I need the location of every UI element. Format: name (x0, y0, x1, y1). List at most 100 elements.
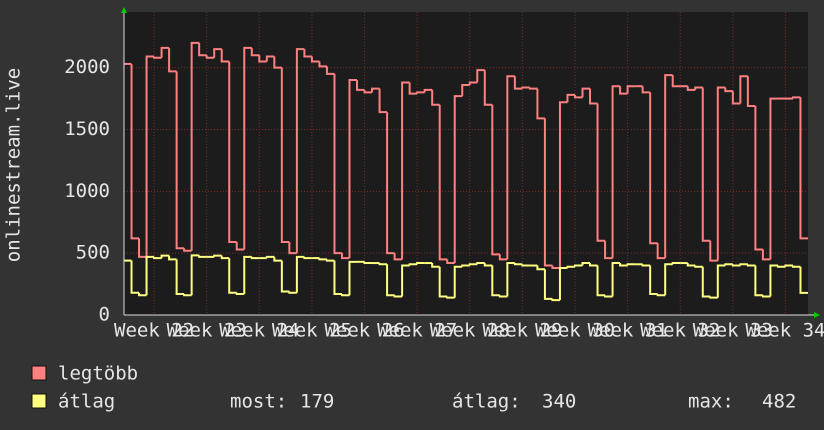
step (611, 262, 621, 297)
step (528, 87, 538, 90)
step (325, 259, 335, 262)
legend: legtöbb átlag most: 179 átlag: 340 max: 482 (31, 363, 796, 413)
x-arrow (814, 312, 820, 318)
step (295, 48, 305, 254)
y-arrow (121, 7, 127, 13)
step (138, 292, 147, 297)
step (626, 85, 636, 94)
step (168, 255, 177, 261)
step (228, 61, 237, 244)
step (483, 263, 493, 267)
step (468, 263, 478, 266)
x-tick-label: Week 27 (377, 320, 457, 342)
step (295, 255, 305, 293)
step (656, 243, 666, 260)
step (746, 76, 756, 107)
step (160, 254, 170, 259)
step (130, 63, 140, 240)
step (506, 75, 515, 260)
step (724, 263, 733, 266)
step (551, 298, 560, 302)
step (190, 41, 200, 251)
legend-label: átlag (58, 391, 115, 413)
step (761, 249, 771, 261)
legend-swatch (31, 365, 47, 381)
x-tick-label: Week 24 (219, 320, 299, 342)
step (220, 255, 230, 260)
step (145, 255, 155, 296)
step (686, 86, 696, 91)
step (716, 86, 726, 261)
step (709, 296, 718, 299)
step (799, 97, 808, 240)
step (716, 264, 726, 298)
step (205, 55, 215, 59)
step (280, 260, 290, 293)
step (724, 87, 733, 93)
step (438, 266, 448, 298)
step (273, 256, 282, 262)
step (709, 240, 718, 262)
step (340, 253, 350, 260)
step (153, 56, 162, 59)
step (761, 295, 771, 298)
step (220, 49, 230, 63)
x-tick-label: Week 23 (167, 320, 247, 342)
step (303, 49, 312, 58)
step (303, 256, 312, 260)
step (461, 264, 470, 267)
step (386, 264, 395, 297)
step (378, 88, 388, 114)
y-tick-label: 1000 (64, 180, 110, 202)
step (476, 69, 485, 83)
step (784, 264, 793, 267)
step (288, 242, 297, 255)
step (739, 75, 748, 104)
x-tick-label: Week 28 (430, 320, 510, 342)
step (483, 70, 493, 106)
step (273, 56, 282, 69)
step (446, 296, 455, 299)
step (776, 265, 786, 268)
step (386, 112, 395, 255)
step (235, 242, 245, 251)
step (491, 265, 500, 297)
step (348, 79, 358, 259)
step (235, 292, 245, 295)
step (183, 248, 192, 252)
step (799, 266, 808, 294)
step (604, 295, 613, 298)
step (558, 267, 568, 301)
y-tick-label: 0 (99, 304, 110, 326)
stat-value: 179 (300, 391, 334, 413)
step (258, 55, 267, 63)
step (250, 256, 260, 260)
step (213, 48, 222, 58)
step (250, 47, 260, 57)
step (731, 264, 741, 267)
y-axis-label: onlinestream.live (3, 68, 25, 262)
step (791, 96, 801, 99)
step (671, 262, 681, 265)
step (446, 259, 455, 265)
step (356, 80, 365, 91)
step (190, 254, 200, 296)
step (318, 61, 327, 68)
step (664, 74, 673, 259)
step (498, 254, 508, 261)
step (694, 86, 703, 90)
step (649, 92, 658, 245)
step (619, 263, 628, 267)
step (175, 71, 185, 250)
step (265, 55, 275, 62)
step (791, 265, 801, 268)
step (731, 91, 741, 105)
step (566, 265, 575, 269)
step (183, 293, 192, 297)
stat-label: most: (230, 391, 287, 413)
step (228, 258, 237, 294)
step (686, 263, 696, 267)
x-tick-label: Week 34 (745, 320, 824, 342)
step (701, 87, 711, 242)
step (265, 255, 275, 259)
